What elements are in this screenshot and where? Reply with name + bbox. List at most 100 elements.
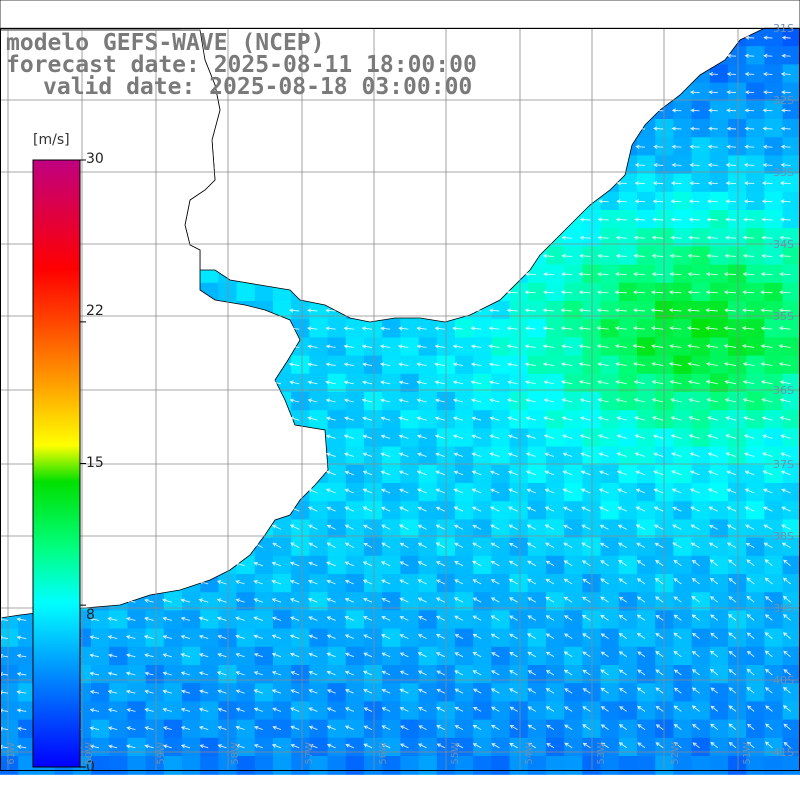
wind-cell xyxy=(400,756,420,775)
wind-cell xyxy=(491,646,511,666)
wind-cell xyxy=(491,756,511,775)
wind-cell xyxy=(418,737,438,757)
wind-arrow xyxy=(690,126,700,131)
wind-arrow xyxy=(761,253,773,258)
wind-cell xyxy=(600,228,620,247)
wind-cell xyxy=(91,646,110,666)
wind-arrow xyxy=(673,650,682,658)
wind-cell xyxy=(273,610,292,630)
wind-arrow xyxy=(545,670,555,676)
wind-cell xyxy=(709,155,729,175)
wind-cell xyxy=(473,483,492,502)
wind-arrow xyxy=(578,326,591,331)
wind-cell xyxy=(746,119,765,138)
wind-cell xyxy=(364,628,383,648)
wind-cell xyxy=(254,683,274,702)
wind-arrow xyxy=(470,362,482,367)
wind-cell xyxy=(764,537,784,557)
wind-arrow xyxy=(637,669,646,676)
wind-arrow xyxy=(470,326,482,331)
wind-arrow xyxy=(669,380,682,385)
wind-arrow xyxy=(508,524,518,530)
wind-cell xyxy=(109,737,128,757)
wind-cell xyxy=(455,446,474,466)
wind-arrow xyxy=(781,542,791,548)
wind-cell xyxy=(564,282,583,302)
wind-arrow xyxy=(633,271,646,277)
wind-arrow xyxy=(472,743,482,749)
wind-arrow xyxy=(308,579,318,585)
wind-arrow xyxy=(633,308,646,313)
wind-arrow xyxy=(634,434,646,439)
wind-cell xyxy=(418,555,438,575)
wind-cell xyxy=(728,483,747,502)
wind-arrow xyxy=(671,126,682,131)
wind-cell xyxy=(709,610,729,630)
lat-label: 41S xyxy=(773,746,794,759)
wind-cell xyxy=(546,574,565,593)
wind-cell xyxy=(728,537,747,557)
wind-arrow xyxy=(524,308,536,313)
wind-arrow xyxy=(764,741,773,749)
wind-arrow xyxy=(650,308,664,313)
wind-cell xyxy=(546,519,565,539)
wind-arrow xyxy=(216,580,227,585)
wind-arrow xyxy=(545,633,555,639)
wind-arrow xyxy=(526,488,536,494)
wind-arrow xyxy=(691,578,700,585)
wind-arrow xyxy=(762,126,773,131)
wind-arrow xyxy=(380,434,391,439)
wind-cell xyxy=(527,483,547,502)
wind-arrow xyxy=(563,560,573,567)
wind-arrow xyxy=(180,707,191,712)
wind-cell xyxy=(600,191,620,211)
wind-cell xyxy=(473,756,492,775)
wind-cell xyxy=(637,555,656,575)
wind-arrow xyxy=(651,272,664,277)
wind-cell xyxy=(673,100,693,120)
wind-arrow xyxy=(308,616,318,621)
wind-arrow xyxy=(363,542,373,548)
wind-arrow xyxy=(253,634,263,640)
wind-cell xyxy=(527,555,547,575)
wind-cell xyxy=(782,428,800,448)
wind-arrow xyxy=(597,380,609,385)
wind-cell xyxy=(327,355,347,375)
wind-cell xyxy=(600,719,620,739)
wind-cell xyxy=(345,337,365,357)
wind-arrow xyxy=(708,126,718,131)
wind-cell xyxy=(728,628,747,648)
wind-cell xyxy=(728,519,747,539)
lon-label: 56W xyxy=(378,742,389,765)
wind-cell xyxy=(0,683,19,702)
wind-arrow xyxy=(600,614,609,621)
wind-cell xyxy=(109,719,128,739)
wind-cell xyxy=(491,392,511,411)
wind-arrow xyxy=(254,542,264,548)
wind-arrow xyxy=(454,561,464,567)
wind-arrow xyxy=(688,199,700,204)
wind-cell xyxy=(673,355,693,375)
wind-cell xyxy=(691,665,711,684)
wind-cell xyxy=(764,355,784,375)
wind-arrow xyxy=(253,616,263,621)
wind-cell xyxy=(345,646,365,666)
wind-arrow xyxy=(633,362,646,367)
wind-arrow xyxy=(763,71,773,77)
wind-cell xyxy=(291,410,310,429)
wind-arrow xyxy=(180,616,191,621)
wind-arrow xyxy=(89,671,100,676)
wind-arrow xyxy=(670,416,682,421)
wind-arrow xyxy=(290,671,300,676)
wind-arrow xyxy=(651,253,664,258)
wind-arrow xyxy=(162,598,172,603)
wind-arrow xyxy=(343,344,354,349)
wind-cell xyxy=(746,646,765,666)
wind-cell xyxy=(546,483,565,502)
wind-cell xyxy=(546,610,565,630)
wind-cell xyxy=(764,483,784,502)
wind-cell xyxy=(764,228,784,247)
wind-cell xyxy=(764,246,784,266)
wind-arrow xyxy=(760,271,773,277)
wind-arrow xyxy=(307,380,318,385)
